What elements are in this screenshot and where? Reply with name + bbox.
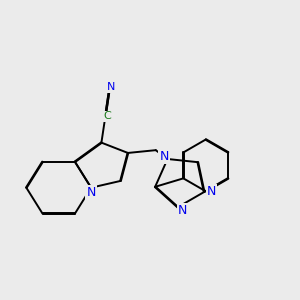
Text: N: N bbox=[159, 149, 169, 163]
Text: N: N bbox=[86, 187, 96, 200]
Text: N: N bbox=[207, 185, 216, 198]
Text: N: N bbox=[178, 204, 187, 217]
Text: N: N bbox=[106, 82, 115, 92]
Text: C: C bbox=[103, 111, 111, 122]
